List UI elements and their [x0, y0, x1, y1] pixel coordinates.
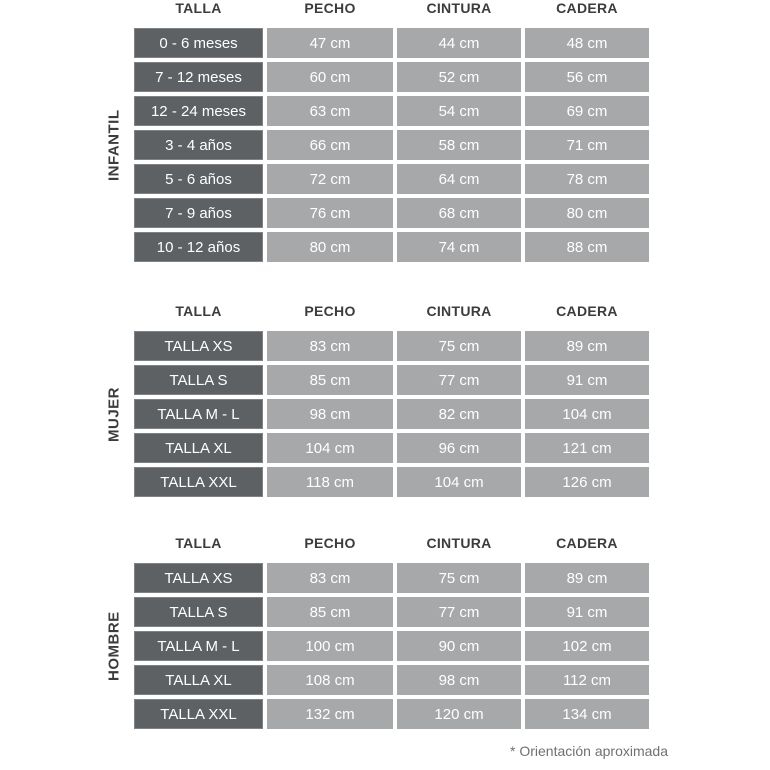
measure-cell: 75 cm	[397, 563, 521, 593]
measure-cell: 112 cm	[525, 665, 649, 695]
measure-cell: 126 cm	[525, 467, 649, 497]
column-headers-hombre: TALLA PECHO CINTURA CADERA	[134, 535, 649, 551]
column-header-cadera: CADERA	[556, 303, 618, 319]
column-header-pecho: PECHO	[304, 0, 356, 16]
section-label-hombre: HOMBRE	[105, 611, 123, 681]
section-label-mujer: MUJER	[105, 386, 123, 442]
size-label-cell: TALLA M - L	[134, 399, 263, 429]
measure-cell: 108 cm	[267, 665, 393, 695]
measure-cell: 90 cm	[397, 631, 521, 661]
measure-cell: 83 cm	[267, 563, 393, 593]
measure-cell: 44 cm	[397, 28, 521, 58]
column-header-talla: TALLA	[175, 535, 222, 551]
measure-cell: 85 cm	[267, 597, 393, 627]
measure-cell: 80 cm	[525, 198, 649, 228]
measure-cell: 60 cm	[267, 62, 393, 92]
measure-cell: 63 cm	[267, 96, 393, 126]
measure-cell: 118 cm	[267, 467, 393, 497]
size-label-cell: 0 - 6 meses	[134, 28, 263, 58]
measure-cell: 100 cm	[267, 631, 393, 661]
measure-cell: 68 cm	[397, 198, 521, 228]
size-label-cell: 5 - 6 años	[134, 164, 263, 194]
size-label-cell: TALLA XS	[134, 331, 263, 361]
measure-cell: 74 cm	[397, 232, 521, 262]
measure-cell: 47 cm	[267, 28, 393, 58]
size-label-cell: 10 - 12 años	[134, 232, 263, 262]
section-infantil: INFANTIL TALLA PECHO CINTURA CADERA 0 - 6 m…	[106, 0, 649, 262]
measure-cell: 77 cm	[397, 365, 521, 395]
measure-cell: 98 cm	[267, 399, 393, 429]
measure-cell: 77 cm	[397, 597, 521, 627]
measure-cell: 121 cm	[525, 433, 649, 463]
measure-cell: 69 cm	[525, 96, 649, 126]
column-header-talla: TALLA	[175, 303, 222, 319]
measure-cell: 91 cm	[525, 597, 649, 627]
size-table-mujer: TALLA XS 83 cm 75 cm 89 cm TALLA S 85 cm 77 cm…	[134, 331, 649, 497]
measure-cell: 98 cm	[397, 665, 521, 695]
size-label-cell: TALLA S	[134, 597, 263, 627]
measure-cell: 80 cm	[267, 232, 393, 262]
measure-cell: 52 cm	[397, 62, 521, 92]
size-label-cell: TALLA XS	[134, 563, 263, 593]
measure-cell: 76 cm	[267, 198, 393, 228]
column-header-cintura: CINTURA	[426, 303, 492, 319]
size-label-cell: TALLA XXL	[134, 699, 263, 729]
measure-cell: 132 cm	[267, 699, 393, 729]
measure-cell: 102 cm	[525, 631, 649, 661]
measure-cell: 66 cm	[267, 130, 393, 160]
size-label-cell: TALLA XL	[134, 665, 263, 695]
measure-cell: 56 cm	[525, 62, 649, 92]
measure-cell: 88 cm	[525, 232, 649, 262]
measure-cell: 54 cm	[397, 96, 521, 126]
column-header-talla: TALLA	[175, 0, 222, 16]
column-header-cadera: CADERA	[556, 0, 618, 16]
section-mujer: MUJER TALLA PECHO CINTURA CADERA TALLA XS 83…	[106, 303, 649, 497]
size-table-infantil: 0 - 6 meses 47 cm 44 cm 48 cm 7 - 12 meses 60…	[134, 28, 649, 262]
section-hombre: HOMBRE TALLA PECHO CINTURA CADERA TALLA XS 8…	[106, 535, 649, 729]
measure-cell: 104 cm	[525, 399, 649, 429]
column-header-cadera: CADERA	[556, 535, 618, 551]
measure-cell: 83 cm	[267, 331, 393, 361]
measure-cell: 89 cm	[525, 331, 649, 361]
size-label-cell: TALLA XXL	[134, 467, 263, 497]
size-table-hombre: TALLA XS 83 cm 75 cm 89 cm TALLA S 85 cm 77 cm…	[134, 563, 649, 729]
measure-cell: 120 cm	[397, 699, 521, 729]
column-headers-mujer: TALLA PECHO CINTURA CADERA	[134, 303, 649, 319]
measure-cell: 134 cm	[525, 699, 649, 729]
size-label-cell: 7 - 9 años	[134, 198, 263, 228]
measure-cell: 96 cm	[397, 433, 521, 463]
footnote: * Orientación aproximada	[510, 743, 668, 759]
measure-cell: 72 cm	[267, 164, 393, 194]
measure-cell: 48 cm	[525, 28, 649, 58]
measure-cell: 75 cm	[397, 331, 521, 361]
column-header-cintura: CINTURA	[426, 535, 492, 551]
measure-cell: 104 cm	[397, 467, 521, 497]
measure-cell: 85 cm	[267, 365, 393, 395]
size-label-cell: TALLA XL	[134, 433, 263, 463]
size-label-cell: TALLA M - L	[134, 631, 263, 661]
size-label-cell: 7 - 12 meses	[134, 62, 263, 92]
measure-cell: 91 cm	[525, 365, 649, 395]
measure-cell: 82 cm	[397, 399, 521, 429]
column-header-pecho: PECHO	[304, 303, 356, 319]
size-label-cell: 3 - 4 años	[134, 130, 263, 160]
column-header-pecho: PECHO	[304, 535, 356, 551]
column-header-cintura: CINTURA	[426, 0, 492, 16]
measure-cell: 64 cm	[397, 164, 521, 194]
section-label-infantil: INFANTIL	[105, 109, 123, 181]
size-label-cell: 12 - 24 meses	[134, 96, 263, 126]
measure-cell: 58 cm	[397, 130, 521, 160]
column-headers-infantil: TALLA PECHO CINTURA CADERA	[134, 0, 649, 16]
size-label-cell: TALLA S	[134, 365, 263, 395]
measure-cell: 104 cm	[267, 433, 393, 463]
measure-cell: 89 cm	[525, 563, 649, 593]
measure-cell: 71 cm	[525, 130, 649, 160]
measure-cell: 78 cm	[525, 164, 649, 194]
